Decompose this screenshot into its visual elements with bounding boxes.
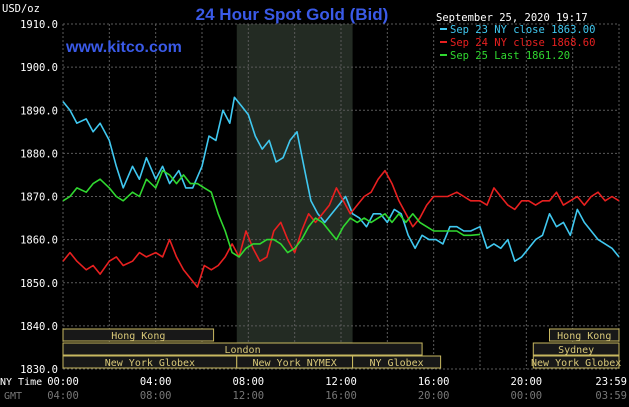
price-series	[62, 96, 620, 288]
session-box	[352, 355, 442, 369]
x-label-ny: NY Time	[0, 377, 42, 388]
y-tick-label: 1890.0	[20, 105, 58, 117]
legend-label: Sep 24 NY close 1868.60	[450, 37, 595, 49]
session-box	[62, 342, 423, 356]
session-label: Sydney	[558, 345, 594, 356]
x-tick-ny: 08:00	[233, 376, 265, 388]
y-tick-label: 1910.0	[20, 19, 58, 31]
session-label: New York Globex	[105, 358, 195, 369]
x-tick-gmt: 20:00	[418, 390, 450, 402]
x-tick-ny: 16:00	[418, 376, 450, 388]
session-box	[532, 342, 620, 356]
x-tick-ny: 04:00	[140, 376, 172, 388]
y-tick-label: 1860.0	[20, 235, 58, 247]
x-tick-gmt: 08:00	[140, 390, 172, 402]
x-tick-ny: 23:59	[595, 376, 627, 388]
y-unit-label: USD/oz	[2, 3, 40, 15]
session-label: Hong Kong	[557, 331, 611, 342]
y-tick-label: 1870.0	[20, 192, 58, 204]
x-tick-gmt: 03:59	[595, 390, 627, 402]
market-sessions: Hong Kong Hong Kong London Sydney New York G…	[62, 328, 621, 369]
x-tick-gmt: 16:00	[325, 390, 357, 402]
legend-label: Sep 23 NY close 1863.00	[450, 24, 595, 36]
x-axis-ticks: 00:00 04:00 08:00 12:00 16:00 20:00 23:59 04:00…	[47, 376, 627, 402]
legend-label: Sep 25 Last 1861.20	[450, 50, 570, 62]
x-tick-gmt: 04:00	[47, 390, 79, 402]
session-label: Hong Kong	[111, 331, 165, 342]
x-tick-ny: 20:00	[511, 376, 543, 388]
x-label-gmt: GMT	[4, 391, 22, 402]
y-tick-label: 1850.0	[20, 278, 58, 290]
series-line	[62, 169, 620, 288]
session-label: NY Globex	[370, 358, 424, 369]
timestamp: September 25, 2020 19:17	[436, 12, 588, 24]
session-label: New York NYMEX	[253, 358, 337, 369]
series-line	[62, 96, 620, 262]
y-tick-label: 1830.0	[20, 364, 58, 376]
y-axis-ticks: 1910.0 1900.0 1890.0 1880.0 1870.0 1860.0 1850…	[20, 19, 58, 376]
session-box	[62, 328, 215, 342]
session-label: New York Globex	[531, 358, 621, 369]
y-tick-label: 1900.0	[20, 62, 58, 74]
watermark: www.kitco.com	[65, 39, 182, 56]
series-line	[62, 169, 481, 258]
session-box	[549, 328, 620, 342]
session-box	[532, 355, 620, 369]
x-tick-ny: 12:00	[325, 376, 357, 388]
y-tick-label: 1880.0	[20, 148, 58, 160]
x-tick-gmt: 00:00	[511, 390, 543, 402]
y-tick-label: 1840.0	[20, 321, 58, 333]
x-tick-ny: 00:00	[47, 376, 79, 388]
session-label: London	[224, 345, 260, 356]
chart-title: 24 Hour Spot Gold (Bid)	[196, 5, 389, 24]
x-tick-gmt: 12:00	[233, 390, 265, 402]
